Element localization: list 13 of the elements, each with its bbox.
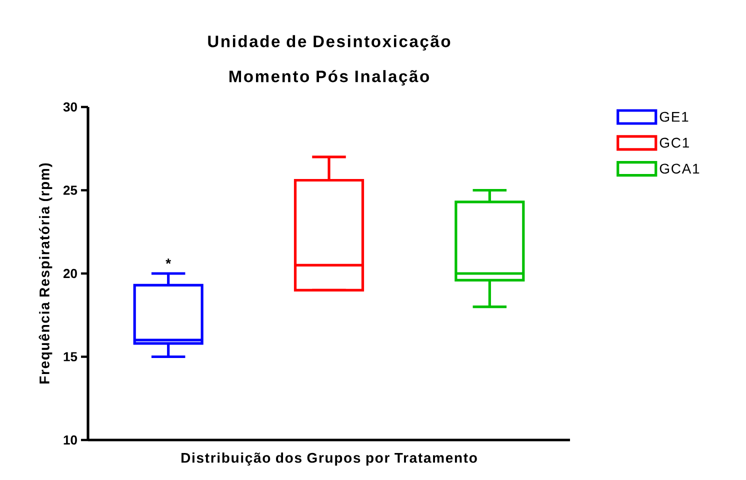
legend-label: GE1 — [660, 112, 688, 122]
chart-title: Unidade de Desintoxicação — [208, 35, 450, 50]
chart-subtitle: Momento Pós Inalação — [230, 70, 429, 86]
x-axis-title: Distribuição dos Grupos por Tratamento — [182, 452, 477, 466]
y-tick-label: 30 — [63, 102, 77, 112]
legend-label: GC1 — [660, 138, 689, 148]
legend-label: GCA1 — [660, 164, 700, 174]
y-axis-title: Frequência Respiratória (rpm) — [38, 163, 52, 384]
y-tick-label: 10 — [64, 435, 77, 445]
y-tick-label: 25 — [63, 186, 78, 195]
y-tick-label: 15 — [64, 352, 78, 362]
y-tick-label: 20 — [63, 268, 77, 278]
annotation: * — [166, 258, 172, 264]
